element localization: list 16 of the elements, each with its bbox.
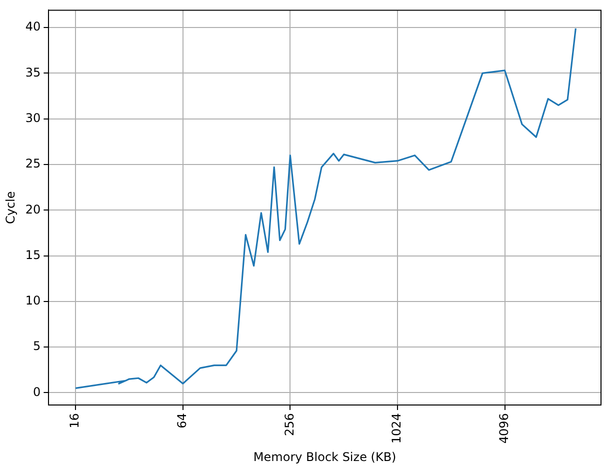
x-tick-label: 64: [175, 413, 190, 428]
y-tick-label: 25: [25, 156, 41, 171]
y-tick-label: 10: [25, 294, 41, 308]
y-axis-title: Cycle: [3, 191, 18, 224]
y-tick-label: 5: [33, 339, 41, 354]
y-tick-label: 40: [25, 20, 41, 34]
x-tick-label: 4096: [496, 413, 511, 444]
x-tick-label: 16: [68, 413, 82, 428]
y-tick-label: 15: [25, 248, 41, 262]
x-tick-label: 1024: [390, 413, 404, 444]
y-tick-label: 35: [25, 65, 41, 80]
x-tick-label: 256: [282, 413, 296, 436]
y-tick-label: 0: [33, 384, 41, 399]
y-tick-label: 20: [25, 202, 41, 216]
y-tick-label: 30: [25, 110, 41, 125]
x-axis-title: Memory Block Size (KB): [253, 450, 396, 464]
